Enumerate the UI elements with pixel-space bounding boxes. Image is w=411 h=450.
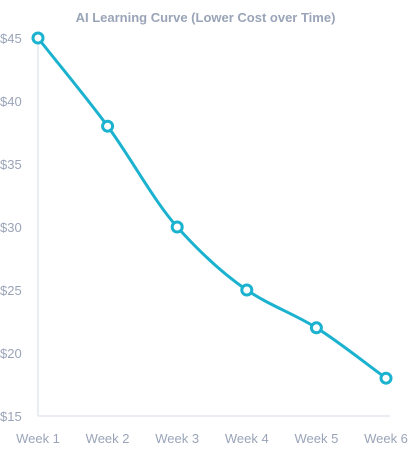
- y-tick-label: $40: [0, 94, 22, 109]
- x-axis: Week 1 Week 2 Week 3 Week 4 Week 5 Week 6: [16, 415, 408, 446]
- x-tick-label: Week 3: [155, 431, 199, 446]
- y-axis: $15 $20 $25 $30 $35 $40 $45: [0, 31, 39, 424]
- data-point[interactable]: [240, 283, 254, 297]
- x-tick-label: Week 4: [225, 431, 269, 446]
- y-tick-label: $45: [0, 31, 22, 46]
- y-tick-label: $25: [0, 283, 22, 298]
- y-tick-label: $35: [0, 157, 22, 172]
- data-point[interactable]: [170, 220, 184, 234]
- y-tick-label: $20: [0, 346, 22, 361]
- series: [31, 31, 393, 385]
- chart-title: AI Learning Curve (Lower Cost over Time): [75, 10, 336, 25]
- y-tick-label: $30: [0, 220, 22, 235]
- y-tick-label: $15: [0, 409, 22, 424]
- x-tick-label: Week 2: [86, 431, 130, 446]
- data-point[interactable]: [379, 371, 393, 385]
- x-tick-label: Week 5: [294, 431, 338, 446]
- data-point[interactable]: [31, 31, 45, 45]
- x-tick-label: Week 1: [16, 431, 60, 446]
- data-point[interactable]: [309, 321, 323, 335]
- series-line: [36, 36, 388, 380]
- data-point[interactable]: [101, 119, 115, 133]
- x-tick-label: Week 6: [364, 431, 408, 446]
